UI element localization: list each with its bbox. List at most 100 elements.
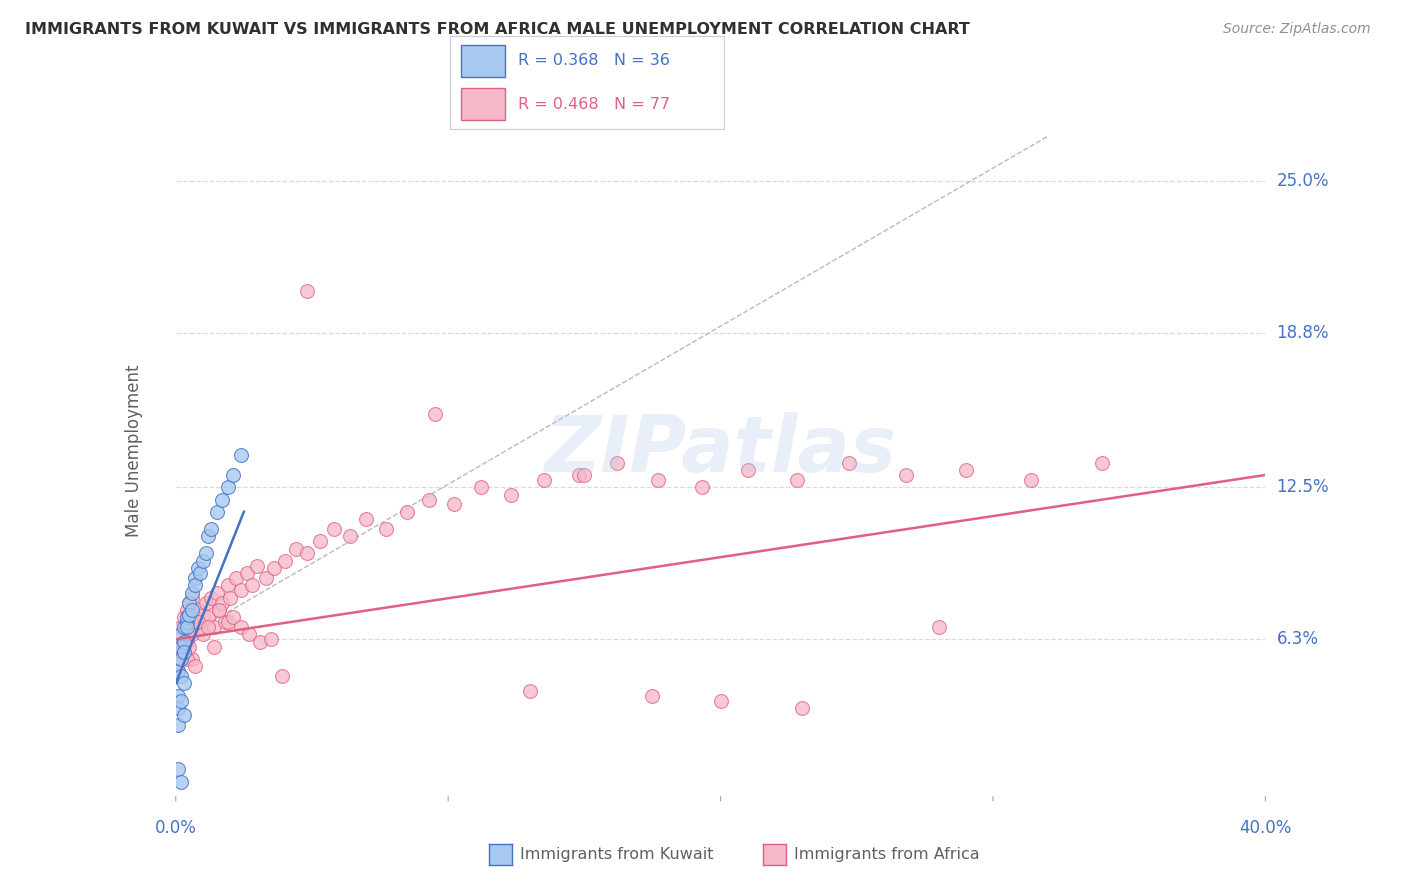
- Point: [181, 591, 204, 605]
- Point: [186, 561, 209, 575]
- Point: [167, 689, 190, 703]
- Point: [167, 664, 190, 679]
- Text: R = 0.468   N = 77: R = 0.468 N = 77: [519, 96, 671, 112]
- Point: [217, 480, 239, 494]
- Point: [568, 467, 591, 482]
- Point: [202, 640, 225, 654]
- Point: [246, 558, 269, 573]
- Point: [179, 596, 201, 610]
- Point: [176, 620, 198, 634]
- Point: [176, 652, 198, 666]
- Point: [309, 534, 332, 549]
- Point: [284, 541, 307, 556]
- Point: [197, 610, 219, 624]
- Point: [170, 694, 193, 708]
- Point: [170, 644, 193, 658]
- Point: [238, 627, 260, 641]
- Point: [222, 467, 245, 482]
- Point: [647, 473, 669, 487]
- Text: Immigrants from Africa: Immigrants from Africa: [794, 847, 980, 862]
- Point: [173, 635, 195, 649]
- Point: [173, 644, 195, 658]
- Point: [710, 694, 733, 708]
- Point: [208, 603, 231, 617]
- Text: 18.8%: 18.8%: [1277, 324, 1329, 342]
- Point: [295, 284, 318, 298]
- Point: [217, 578, 239, 592]
- Point: [1019, 473, 1042, 487]
- Point: [606, 456, 628, 470]
- Point: [205, 585, 228, 599]
- Point: [225, 571, 247, 585]
- Point: [167, 701, 190, 715]
- Point: [170, 620, 193, 634]
- Point: [222, 610, 245, 624]
- Point: [191, 554, 214, 568]
- Point: [170, 627, 193, 641]
- Point: [167, 640, 190, 654]
- Point: [217, 615, 239, 630]
- Point: [188, 566, 211, 581]
- Point: [211, 492, 233, 507]
- Point: [339, 529, 361, 543]
- Point: [170, 669, 193, 683]
- Point: [928, 620, 950, 634]
- Point: [167, 718, 190, 732]
- Point: [200, 591, 222, 605]
- Point: [181, 603, 204, 617]
- Point: [235, 566, 257, 581]
- Point: [181, 652, 204, 666]
- Point: [271, 669, 294, 683]
- Text: 6.3%: 6.3%: [1277, 631, 1319, 648]
- Point: [231, 620, 253, 634]
- Text: 12.5%: 12.5%: [1277, 478, 1329, 496]
- Point: [533, 473, 555, 487]
- Point: [519, 683, 541, 698]
- Point: [167, 762, 190, 776]
- Point: [274, 554, 297, 568]
- Point: [219, 591, 242, 605]
- Point: [170, 652, 193, 666]
- Point: [231, 448, 253, 462]
- Point: [184, 615, 207, 630]
- Point: [197, 620, 219, 634]
- Point: [443, 498, 465, 512]
- Point: [214, 615, 236, 630]
- Text: IMMIGRANTS FROM KUWAIT VS IMMIGRANTS FROM AFRICA MALE UNEMPLOYMENT CORRELATION C: IMMIGRANTS FROM KUWAIT VS IMMIGRANTS FRO…: [25, 22, 970, 37]
- Text: Male Unemployment: Male Unemployment: [125, 364, 143, 537]
- Point: [295, 546, 318, 561]
- Point: [170, 640, 193, 654]
- Point: [955, 463, 977, 477]
- Point: [181, 627, 204, 641]
- Point: [173, 610, 195, 624]
- Point: [260, 632, 283, 647]
- Point: [263, 561, 285, 575]
- Text: 25.0%: 25.0%: [1277, 171, 1329, 190]
- Text: Immigrants from Kuwait: Immigrants from Kuwait: [520, 847, 714, 862]
- Point: [470, 480, 492, 494]
- Text: R = 0.368   N = 36: R = 0.368 N = 36: [519, 54, 671, 69]
- Point: [173, 708, 195, 723]
- Point: [641, 689, 664, 703]
- Point: [173, 676, 195, 690]
- Point: [176, 610, 198, 624]
- Point: [838, 456, 860, 470]
- Point: [322, 522, 344, 536]
- Point: [184, 659, 207, 673]
- Point: [173, 644, 195, 658]
- Point: [197, 529, 219, 543]
- Point: [191, 607, 214, 622]
- Point: [186, 615, 209, 630]
- Point: [179, 596, 201, 610]
- Point: [188, 620, 211, 634]
- Text: 40.0%: 40.0%: [1239, 819, 1292, 837]
- Point: [194, 546, 217, 561]
- Point: [167, 664, 190, 679]
- Bar: [461, 45, 505, 77]
- Point: [690, 480, 713, 494]
- Point: [176, 635, 198, 649]
- Point: [194, 596, 217, 610]
- Point: [792, 701, 814, 715]
- Point: [894, 467, 917, 482]
- Bar: [461, 88, 505, 120]
